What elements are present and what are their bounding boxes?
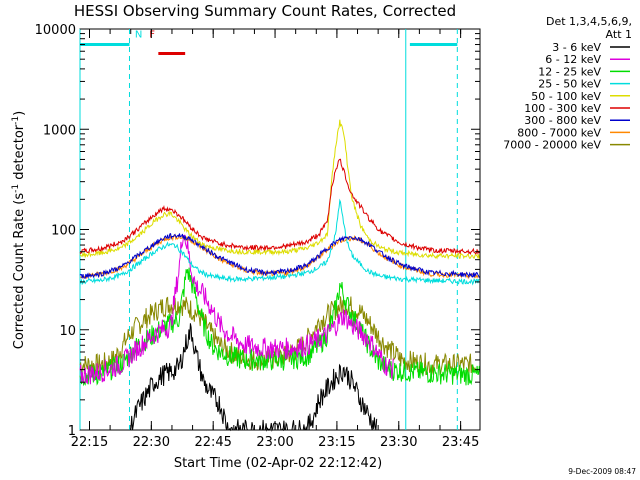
legend-label: 800 - 7000 keV [517,126,601,139]
legend-header-line-2: Att 1 [606,28,632,41]
y-tick-label: 100 [51,224,76,239]
y-tick-label: 1000 [43,123,76,138]
y-tick-label: 10000 [35,23,76,38]
series-line-6 [79,233,480,280]
series-line-4 [79,119,480,260]
y-tick-label: 10 [59,324,76,339]
x-tick-label: 23:30 [380,435,417,450]
date-stamp: 9-Dec-2009 08:47 [568,467,636,476]
series-line-1 [79,234,394,385]
x-axis: 22:15 22:30 22:45 23:00 23:15 23:30 23:45 [71,29,479,450]
x-tick-label: 22:30 [133,435,170,450]
legend-header-line-1: Det 1,3,4,5,6,9, [546,15,632,28]
series-line-0 [129,323,378,432]
y-axis-label: Corrected Count Rate (s-1 detector-1) [11,111,27,349]
x-tick-label: 23:15 [318,435,355,450]
series-line-5 [79,158,480,256]
series-line-8 [79,296,480,376]
y-axis: 1 10 100 1000 10000 [35,23,480,439]
legend-label: 300 - 800 keV [524,114,601,127]
x-axis-label: Start Time (02-Apr-02 22:12:42) [174,456,382,471]
legend-label: 12 - 25 keV [538,65,601,78]
marker-n: N [135,30,142,41]
legend-label: 100 - 300 keV [524,102,601,115]
y-tick-label: 1 [68,424,76,439]
series-layer [79,119,480,432]
x-tick-label: 22:45 [194,435,231,450]
legend-label: 7000 - 20000 keV [503,139,601,152]
legend-label: 50 - 100 keV [531,90,601,103]
x-tick-label: 23:45 [442,435,479,450]
series-line-3 [79,198,480,286]
x-tick-label: 22:15 [71,435,108,450]
legend-label: 3 - 6 keV [552,41,601,54]
legend-label: 6 - 12 keV [545,53,601,66]
x-tick-label: 23:00 [256,435,293,450]
chart-title: HESSI Observing Summary Count Rates, Cor… [74,2,456,20]
legend-label: 25 - 50 keV [538,78,601,91]
marker-f: F [149,30,155,41]
